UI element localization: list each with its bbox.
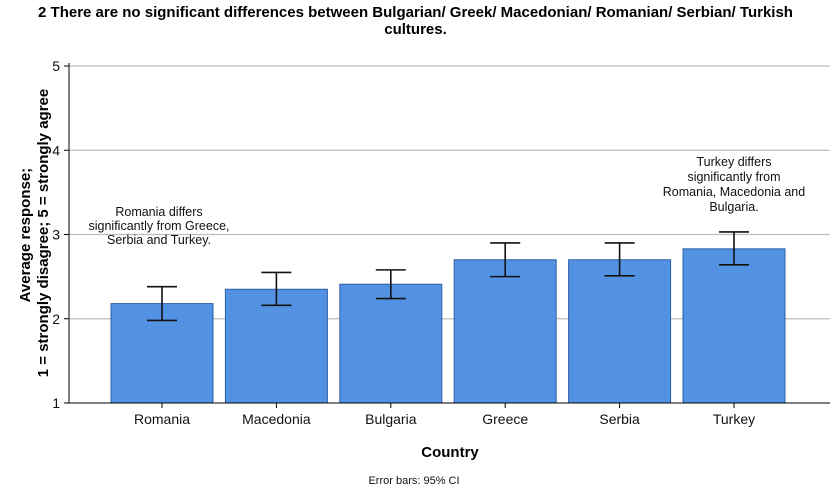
y-tick-labels: 1 2 3 4 5 <box>52 58 69 411</box>
error-bar-serbia <box>604 242 635 277</box>
x-tick-label-bulgaria: Bulgaria <box>365 411 417 427</box>
axes <box>68 63 830 404</box>
y-axis-title: Average response; 1 = strongly disagree;… <box>17 89 52 377</box>
y-tick-label: 3 <box>52 227 60 243</box>
y-tick-label: 5 <box>52 58 60 74</box>
annotation-romania-line-1: Romania differs <box>115 205 202 219</box>
annotation-romania: Romania differs significantly from Greec… <box>88 205 229 247</box>
annotation-turkey-line-2: significantly from <box>687 170 780 184</box>
x-tick-label-greece: Greece <box>482 411 528 427</box>
x-axis-title: Country <box>421 444 479 461</box>
bars <box>110 248 786 404</box>
annotation-turkey-line-1: Turkey differs <box>696 155 771 169</box>
bar-bulgaria <box>339 283 443 404</box>
chart-title: 2 There are no significant differences b… <box>0 4 831 38</box>
error-bar-bulgaria <box>375 269 406 300</box>
error-bar-romania <box>147 285 177 322</box>
y-tick-label: 1 <box>52 395 60 411</box>
x-tick-label-turkey: Turkey <box>713 411 755 427</box>
y-tick-label: 2 <box>52 311 60 327</box>
footnote: Error bars: 95% CI <box>368 475 459 487</box>
x-tick-label-romania: Romania <box>134 411 190 427</box>
bar-greece <box>453 259 557 404</box>
chart-title-line-1: 2 There are no significant differences b… <box>38 4 793 21</box>
error-bar-turkey <box>719 231 749 266</box>
x-tick-labels: Romania Macedonia Bulgaria Greece Serbia Turk… <box>134 403 755 427</box>
bar-turkey <box>682 248 786 404</box>
error-bar-macedonia <box>261 271 292 307</box>
x-tick-label-serbia: Serbia <box>599 411 640 427</box>
error-bars <box>147 231 749 322</box>
annotation-turkey-line-3: Romania, Macedonia and <box>663 185 805 199</box>
error-bar-greece <box>490 242 521 278</box>
bar-macedonia <box>224 288 328 404</box>
y-tick-label: 4 <box>52 142 60 158</box>
annotation-turkey: Turkey differs significantly from Romani… <box>663 155 805 214</box>
x-tick-label-macedonia: Macedonia <box>242 411 311 427</box>
annotation-romania-line-3: Serbia and Turkey. <box>107 233 211 247</box>
y-axis-title-line-1: Average response; <box>17 168 34 303</box>
annotation-romania-line-2: significantly from Greece, <box>88 219 229 233</box>
chart-title-line-2: cultures. <box>384 21 447 38</box>
y-axis-title-line-2: 1 = strongly disagree; 5 = strongly agre… <box>35 89 52 377</box>
bar-serbia <box>568 259 672 404</box>
annotation-turkey-line-4: Bulgaria. <box>709 200 758 214</box>
